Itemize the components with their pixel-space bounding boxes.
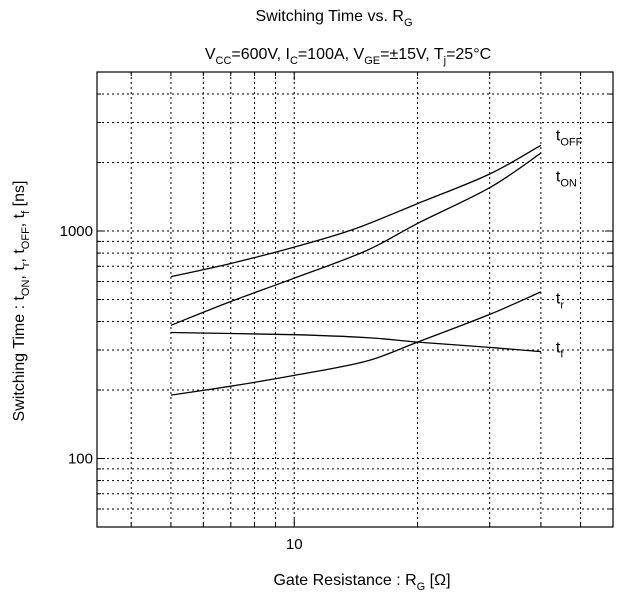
condition-text: =25°C [446,46,491,63]
plot-frame [96,71,614,528]
series-label-ton: tON [556,169,577,190]
series-label-main: t [556,127,561,144]
series-label-subscript: ON [560,178,577,190]
condition-text: =100A, V [298,46,365,63]
condition-subscript: j [443,55,446,67]
x-axis-label-subscript: G [417,581,426,593]
series-curve-tf [170,331,541,353]
y-label-subscript: f [20,210,32,214]
series-label-subscript: f [560,349,564,361]
y-tick-label: 100 [68,451,93,468]
y-label-subscript: OFF [20,227,32,249]
series-label-main: t [556,291,561,308]
series-label-main: t [556,340,561,357]
y-tick-label: 1000 [60,223,93,240]
title-subscript: G [404,17,413,29]
y-label-subscript: r [20,262,32,266]
condition-text: =±15V, T [380,46,444,63]
y-label-text: [ns] [11,181,28,211]
condition-text: =600V, I [231,46,290,63]
data-curves [170,144,542,396]
chart-title: Switching Time vs. RG [255,8,412,29]
title-main: Switching Time vs. R [255,8,403,25]
grid-lines [97,72,613,527]
y-label-text: , t [11,266,28,280]
series-label-tf: tf [556,340,564,361]
x-axis-label-unit: [Ω] [425,572,450,589]
y-label-text: Switching Time : t [11,296,28,422]
y-label-text: , t [11,213,28,227]
x-axis-label: Gate Resistance : RG [Ω] [273,572,450,593]
x-axis-label-main: Gate Resistance : R [273,572,416,589]
y-label-text: , t [11,249,28,263]
series-label-subscript: r [560,300,564,312]
condition-text: V [205,46,216,63]
series-label-tr: tr [556,291,564,312]
x-tick-label: 10 [286,536,303,553]
condition-subscript: CC [216,55,232,67]
y-label-subscript: ON [20,280,32,297]
chart-subtitle-conditions: VCC=600V, IC=100A, VGE=±15V, Tj=25°C [205,46,491,67]
series-curve-ton [170,152,542,326]
series-label-main: t [556,169,561,186]
condition-subscript: GE [364,55,380,67]
series-curve-tr [170,291,542,396]
axis-ticks: 10 100 1000 [60,72,613,553]
y-axis-label: Switching Time : tON, tr, tOFF, tf [ns] [11,181,32,422]
condition-subscript: C [290,55,298,67]
series-curve-toff [170,144,542,278]
series-label-toff: tOFF [556,127,583,148]
series-label-subscript: OFF [560,136,582,148]
